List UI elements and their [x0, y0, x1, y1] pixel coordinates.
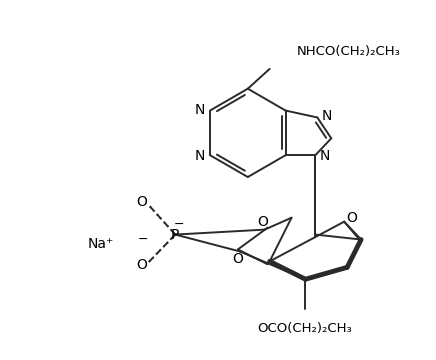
Text: N: N: [195, 103, 205, 117]
Text: P: P: [171, 228, 180, 242]
Text: N: N: [322, 109, 333, 123]
Text: OCO(CH₂)₂CH₃: OCO(CH₂)₂CH₃: [257, 322, 352, 336]
Text: O: O: [232, 252, 243, 266]
Text: NHCO(CH₂)₂CH₃: NHCO(CH₂)₂CH₃: [297, 45, 401, 58]
Text: N: N: [195, 149, 205, 163]
Text: N: N: [320, 149, 330, 163]
Text: O: O: [257, 215, 268, 229]
Text: Na⁺: Na⁺: [88, 238, 114, 252]
Text: O: O: [136, 195, 147, 209]
Text: O: O: [136, 258, 147, 272]
Text: −: −: [174, 218, 184, 231]
Text: O: O: [347, 211, 358, 225]
Text: −: −: [138, 233, 148, 246]
